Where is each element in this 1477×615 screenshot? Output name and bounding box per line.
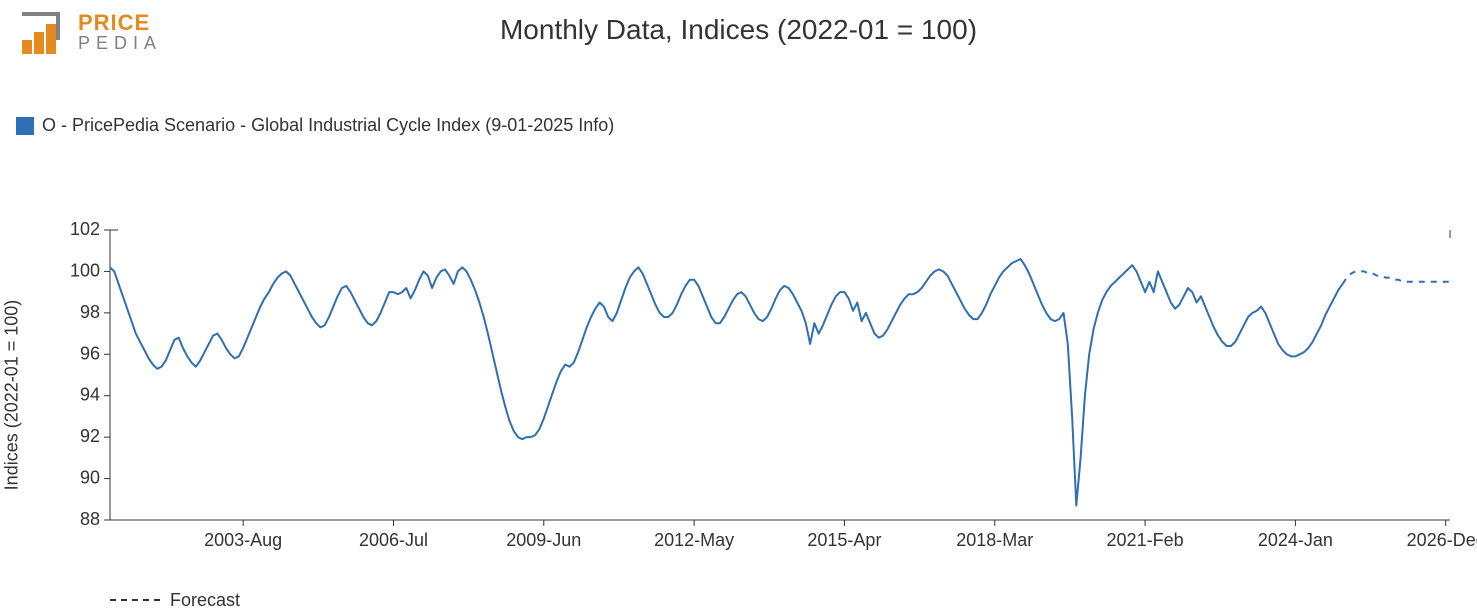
brand-logo: PRICE PEDIA xyxy=(16,8,162,56)
svg-text:2021-Feb: 2021-Feb xyxy=(1107,530,1184,550)
svg-text:2015-Apr: 2015-Apr xyxy=(807,530,881,550)
svg-text:88: 88 xyxy=(80,509,100,529)
series-legend-label: O - PricePedia Scenario - Global Industr… xyxy=(42,115,614,136)
brand-top-text: PRICE xyxy=(78,12,162,34)
y-axis-label: Indices (2022-01 = 100) xyxy=(2,300,23,491)
brand-bottom-text: PEDIA xyxy=(78,34,162,52)
svg-text:92: 92 xyxy=(80,426,100,446)
svg-text:2024-Jan: 2024-Jan xyxy=(1258,530,1333,550)
brand-mark-icon xyxy=(16,8,70,56)
svg-text:94: 94 xyxy=(80,385,100,405)
forecast-legend: Forecast xyxy=(110,590,240,611)
svg-text:2006-Jul: 2006-Jul xyxy=(359,530,428,550)
forecast-legend-label: Forecast xyxy=(170,590,240,611)
svg-text:2018-Mar: 2018-Mar xyxy=(956,530,1033,550)
forecast-dash-icon xyxy=(110,599,160,603)
chart-container: PRICE PEDIA Monthly Data, Indices (2022-… xyxy=(0,0,1477,615)
svg-text:2009-Jun: 2009-Jun xyxy=(506,530,581,550)
brand-text: PRICE PEDIA xyxy=(78,12,162,52)
svg-text:2003-Aug: 2003-Aug xyxy=(204,530,282,550)
svg-text:90: 90 xyxy=(80,468,100,488)
svg-text:100: 100 xyxy=(70,260,100,280)
svg-text:2026-Dec: 2026-Dec xyxy=(1407,530,1477,550)
svg-text:2012-May: 2012-May xyxy=(654,530,734,550)
chart-title: Monthly Data, Indices (2022-01 = 100) xyxy=(500,14,977,46)
svg-text:96: 96 xyxy=(80,343,100,363)
series-legend: O - PricePedia Scenario - Global Industr… xyxy=(16,115,614,136)
chart-svg: 88 90 92 94 96 98 100 102 2003-Aug 2006-Jul 2009-J… xyxy=(0,220,1477,570)
series-swatch-icon xyxy=(16,117,34,135)
svg-text:102: 102 xyxy=(70,220,100,239)
svg-text:98: 98 xyxy=(80,302,100,322)
chart-plot-area: Indices (2022-01 = 100) 88 90 92 94 96 98 100 1… xyxy=(0,220,1477,570)
